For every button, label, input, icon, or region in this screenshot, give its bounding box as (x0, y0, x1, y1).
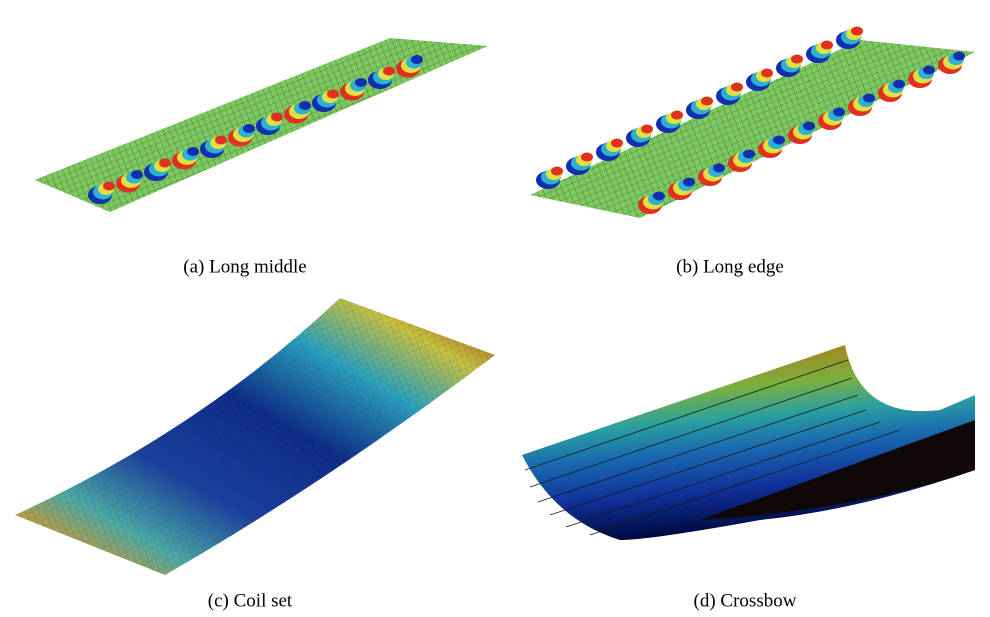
wave (791, 55, 803, 64)
page: {"figure": {"captions": ["(a) Long middl… (0, 0, 990, 617)
wave (731, 83, 743, 92)
panel-a (35, 38, 488, 212)
caption: (b) Long edge (676, 256, 784, 277)
wave (355, 78, 367, 87)
wave (383, 67, 395, 76)
wave (893, 80, 905, 89)
caption: (a) Long middle (183, 256, 306, 277)
wave (713, 164, 725, 173)
wave (953, 52, 965, 61)
wave (641, 125, 653, 134)
wave (551, 167, 563, 176)
wave (683, 178, 695, 187)
wave (851, 27, 863, 36)
wave (863, 94, 875, 103)
wave (187, 147, 199, 156)
figure: (a) Long middle (b) Long edge (c) Coil s… (0, 0, 990, 617)
wave (131, 170, 143, 179)
wave (159, 159, 171, 168)
panel-d (522, 345, 975, 540)
wave (103, 182, 115, 191)
panel-c (15, 298, 495, 575)
plate-mesh (530, 40, 975, 218)
wave (327, 90, 339, 99)
caption: (c) Coil set (208, 590, 293, 611)
wave (803, 122, 815, 131)
wave (243, 124, 255, 133)
wave (411, 55, 423, 64)
wave (701, 97, 713, 106)
wave (611, 139, 623, 148)
wave (761, 69, 773, 78)
wave (653, 192, 665, 201)
wave (923, 66, 935, 75)
wave (671, 111, 683, 120)
wave (299, 101, 311, 110)
panel-b (530, 27, 975, 219)
wave (215, 136, 227, 145)
wave (821, 41, 833, 50)
wave (773, 136, 785, 145)
wave (271, 113, 283, 122)
wave (581, 153, 593, 162)
surface-mesh (15, 298, 495, 575)
wave (743, 150, 755, 159)
wave (833, 108, 845, 117)
caption: (d) Crossbow (694, 590, 797, 611)
